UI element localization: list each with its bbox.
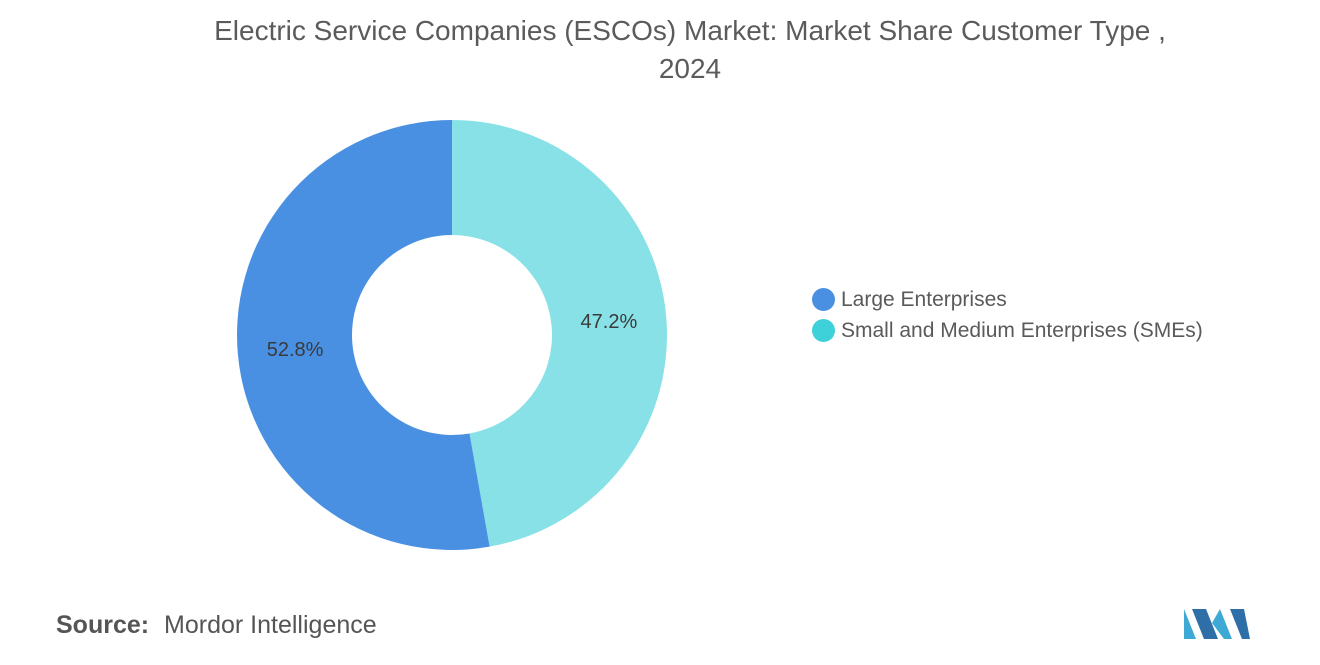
slice-smes[interactable] <box>452 120 667 547</box>
source-value: Mordor Intelligence <box>164 611 377 639</box>
source-note: Source: Mordor Intelligence <box>56 611 377 640</box>
legend: Large Enterprises Small and Medium Enter… <box>812 284 1203 346</box>
legend-swatch-large-enterprises <box>812 288 835 311</box>
chart-title-line-1: Electric Service Companies (ESCOs) Marke… <box>214 15 1166 46</box>
chart-title: Electric Service Companies (ESCOs) Marke… <box>130 12 1250 88</box>
data-label-smes: 47.2% <box>581 311 638 333</box>
legend-swatch-smes <box>812 319 835 342</box>
mordor-intelligence-logo <box>1184 609 1250 639</box>
slice-large-enterprises[interactable] <box>236 120 490 550</box>
chart-title-line-2: 2024 <box>658 53 722 84</box>
source-label: Source: <box>56 611 150 639</box>
legend-item-large-enterprises[interactable]: Large Enterprises <box>812 284 1203 315</box>
data-label-large-enterprises: 52.8% <box>267 339 324 361</box>
legend-label: Large Enterprises <box>841 287 1007 311</box>
legend-item-smes[interactable]: Small and Medium Enterprises (SMEs) <box>812 315 1203 346</box>
legend-label: Small and Medium Enterprises (SMEs) <box>841 318 1203 342</box>
